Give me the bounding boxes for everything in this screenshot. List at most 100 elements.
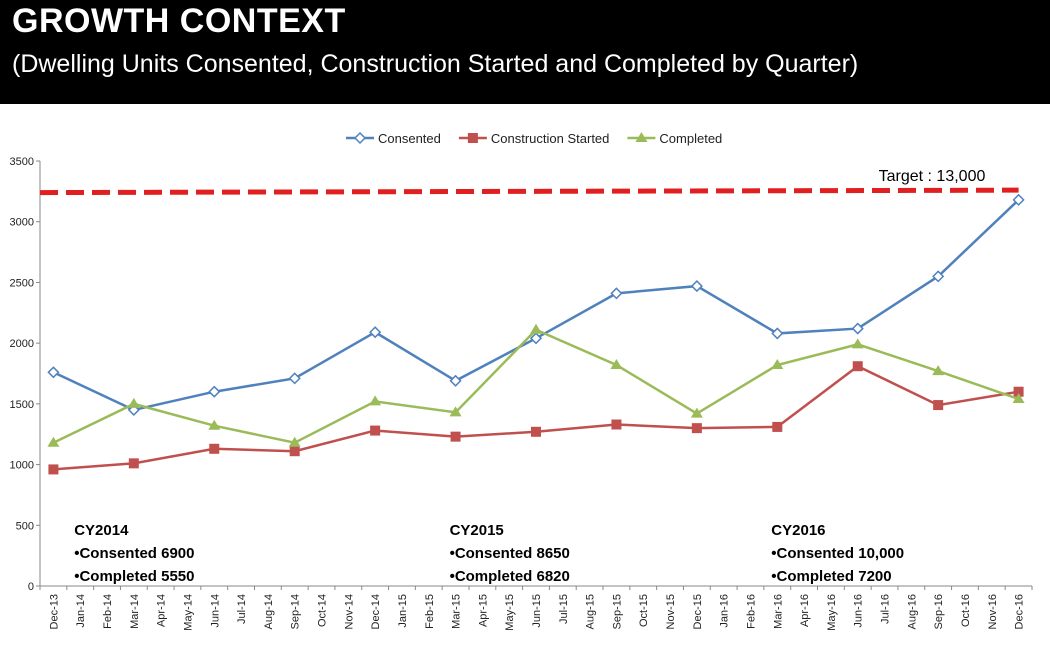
y-tick-label: 0 [28,581,34,593]
data-point-completed [1012,393,1025,403]
data-point-construction-started [370,425,381,436]
data-point-construction-started [611,419,622,430]
series-line-consented [52,198,1020,412]
annotation-year: CY2015 [450,522,504,539]
data-point-completed [127,397,140,408]
x-tick-label: Feb-14 [102,594,114,629]
data-point-consented [529,332,543,345]
data-point-construction-started [933,400,944,411]
series-line-construction-started [53,364,1019,471]
header-bar: GROWTH CONTEXT (Dwelling Units Consented… [0,0,1050,104]
x-tick-label: Sep-15 [611,594,623,629]
x-tick-label: Feb-16 [745,594,757,629]
x-tick-label: Jul-15 [558,594,570,624]
x-tick-label: Jun-15 [531,594,543,628]
x-tick-label: May-15 [504,594,516,631]
y-tick-label: 3000 [10,217,34,229]
data-point-construction-started [128,458,139,469]
annotation-line: •Consented 8650 [450,545,570,562]
legend-label-construction-started: Construction Started [491,131,610,146]
annotation-line: •Completed 6820 [450,568,570,585]
x-tick-label: Oct-14 [317,594,329,627]
x-tick-label: Jun-14 [209,594,221,628]
target-line [39,187,1019,196]
x-tick-label: Sep-14 [290,594,302,629]
data-point-completed [690,407,703,418]
data-point-construction-started [852,361,863,372]
y-tick-label: 500 [16,520,34,532]
x-tick-label: Dec-13 [48,594,60,629]
data-point-construction-started [691,423,702,434]
x-tick-label: Apr-14 [156,594,168,627]
data-point-consented [690,280,703,293]
x-tick-label: Jan-14 [75,594,87,628]
x-tick-label: Oct-15 [638,594,650,627]
x-tick-label: Jan-15 [397,594,409,628]
y-tick-label: 2500 [10,277,34,289]
data-point-completed [771,359,784,369]
data-point-construction-started [531,426,541,437]
data-point-construction-started [450,431,461,442]
data-point-consented [449,374,462,387]
data-point-construction-started [772,421,783,432]
x-tick-label: May-14 [182,594,194,631]
x-tick-label: Mar-16 [772,594,784,629]
x-tick-label: May-16 [826,594,838,631]
annotation-line: •Consented 10,000 [771,545,904,562]
annotation-line: •Consented 6900 [74,545,194,562]
legend-label-completed: Completed [659,131,722,146]
x-tick-label: Jan-16 [719,594,731,628]
data-point-construction-started [48,464,59,475]
x-tick-label: Apr-15 [477,594,489,627]
data-point-completed [369,395,382,406]
data-point-completed [530,323,542,334]
data-point-consented [771,327,784,340]
x-tick-label: Jul-14 [236,594,248,624]
legend-marker-completed [635,132,648,142]
x-tick-label: Feb-15 [424,594,436,629]
page-title: GROWTH CONTEXT [12,2,346,40]
data-point-consented [610,287,623,300]
target-label: Target : 13,000 [879,168,986,185]
x-tick-label: Dec-15 [692,594,704,629]
x-tick-label: Jun-16 [853,594,865,628]
annotation-year: CY2014 [74,522,129,539]
x-tick-label: Mar-14 [129,594,141,629]
data-point-construction-started [1013,386,1024,397]
x-tick-label: Nov-16 [987,594,999,629]
data-point-construction-started [289,446,300,457]
y-tick-label: 2000 [10,338,34,350]
data-point-consented [208,385,221,398]
annotation-line: •Completed 5550 [74,568,194,585]
x-tick-label: Apr-16 [799,594,811,627]
data-point-consented [288,372,301,385]
data-point-consented [369,326,382,339]
x-tick-label: Nov-14 [343,594,355,629]
x-tick-label: Aug-14 [263,594,275,629]
data-point-completed [851,338,864,349]
x-tick-label: Dec-14 [370,594,382,629]
x-tick-label: Jul-16 [880,594,892,624]
page-subtitle: (Dwelling Units Consented, Construction … [12,50,859,78]
data-point-completed [932,365,945,376]
data-point-consented [47,366,60,379]
legend-marker-construction-started [467,133,478,143]
data-point-completed [449,406,462,417]
data-point-consented [851,322,864,335]
data-point-completed [610,359,623,369]
data-point-completed [288,436,301,447]
x-tick-label: Sep-16 [933,594,945,629]
annotation-line: •Completed 7200 [771,568,891,585]
series-line-completed [52,328,1020,445]
legend-label-consented: Consented [378,131,441,146]
x-tick-label: Aug-15 [585,594,597,629]
annotation-year: CY2016 [771,522,825,539]
legend-marker-consented [353,131,367,145]
data-point-completed [208,419,221,430]
x-tick-label: Mar-15 [451,594,463,629]
data-point-completed [47,436,60,447]
data-point-construction-started [209,443,220,454]
x-tick-label: Nov-15 [665,594,677,629]
y-tick-label: 1500 [10,399,34,411]
data-point-consented [932,270,945,283]
